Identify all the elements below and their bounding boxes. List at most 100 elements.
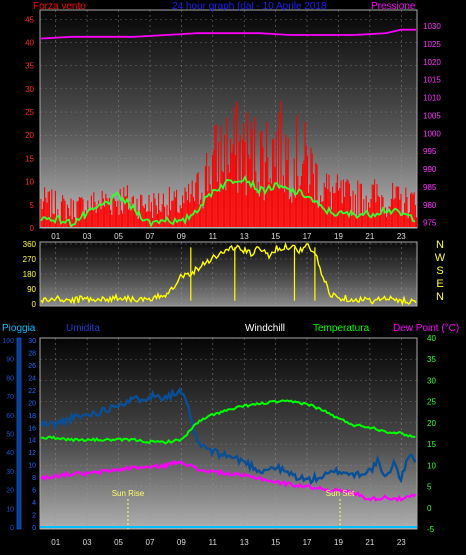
- temp-y-tick: 5: [427, 483, 432, 492]
- avg-wind-line: [40, 175, 416, 229]
- humidity-y-tick: 50: [6, 432, 14, 439]
- wind-x-tick: 23: [397, 232, 406, 241]
- temp-y-tick: 15: [427, 440, 436, 449]
- temp-y-tick: 25: [427, 398, 436, 407]
- wind-x-tick: 21: [365, 232, 374, 241]
- humidity-y-tick: 90: [6, 357, 14, 364]
- wind-y-tick: 40: [25, 38, 34, 47]
- rain-y-tick: 2: [32, 513, 36, 520]
- wind-x-tick: 05: [114, 232, 123, 241]
- wind-y-tick: 5: [30, 201, 35, 210]
- temp-y-tick: 30: [427, 376, 436, 385]
- pressure-y-tick: 1000: [423, 129, 441, 138]
- wind-x-tick: 07: [146, 232, 155, 241]
- rain-y-tick: 12: [28, 450, 36, 457]
- compass-letter-n: N: [436, 291, 444, 303]
- rain-gauge-bar: [16, 337, 22, 530]
- sun-marker-label: Sun Set: [326, 489, 355, 498]
- pressure-y-tick: 1010: [423, 94, 441, 103]
- pressure-y-tick: 1020: [423, 58, 441, 67]
- wind-x-tick: 09: [177, 232, 186, 241]
- pressure-y-tick: 985: [423, 183, 437, 192]
- humidity-y-tick: 30: [6, 469, 14, 476]
- rain-y-tick: 30: [28, 338, 36, 345]
- temperature-label: Temperatura: [313, 323, 370, 334]
- rain-y-tick: 24: [28, 375, 36, 382]
- temp-x-tick: 01: [51, 538, 60, 547]
- direction-y-tick: 90: [27, 285, 36, 294]
- wind-y-tick: 15: [25, 154, 34, 163]
- dew-point-label: Dew Point (°C): [393, 323, 459, 334]
- pressure-line: [40, 28, 416, 40]
- pressure-y-tick: 1030: [423, 22, 441, 31]
- pressure-axis-title: Pressione: [371, 1, 416, 12]
- temp-x-tick: 15: [271, 538, 280, 547]
- wind-y-tick: 10: [25, 178, 34, 187]
- rain-label: Pioggia: [2, 323, 36, 334]
- direction-y-tick: 270: [23, 255, 37, 264]
- humidity-y-tick: 20: [6, 488, 14, 495]
- wind-y-tick: 25: [25, 108, 34, 117]
- humidity-y-tick: 0: [10, 525, 14, 532]
- wind-x-tick: 13: [240, 232, 249, 241]
- temp-x-tick: 17: [303, 538, 312, 547]
- temp-y-tick: 40: [427, 334, 436, 343]
- direction-y-tick: 180: [23, 270, 37, 279]
- rain-y-tick: 6: [32, 488, 36, 495]
- windchill-label: Windchill: [245, 323, 285, 334]
- temp-y-tick: -5: [427, 525, 435, 534]
- rain-y-tick: 14: [28, 438, 36, 445]
- rain-y-tick: 10: [28, 463, 36, 470]
- wind-axis-title: Forza vento: [33, 1, 86, 12]
- wind-y-tick: 30: [25, 85, 34, 94]
- wind-x-tick: 19: [334, 232, 343, 241]
- direction-panel-bg: [39, 241, 418, 307]
- wind-x-tick: 01: [51, 232, 60, 241]
- wind-direction-line: [40, 241, 417, 307]
- pressure-y-tick: 1025: [423, 40, 441, 49]
- wind-x-tick: 17: [303, 232, 312, 241]
- rain-y-tick: 16: [28, 425, 36, 432]
- humidity-y-tick: 40: [6, 450, 14, 457]
- wind-x-tick: 15: [271, 232, 280, 241]
- pressure-y-tick: 995: [423, 147, 437, 156]
- temp-x-tick: 11: [209, 538, 218, 547]
- pressure-y-tick: 1005: [423, 111, 441, 120]
- humidity-y-tick: 60: [6, 413, 14, 420]
- direction-y-tick: 360: [23, 240, 37, 249]
- chart-marks: [40, 28, 418, 529]
- sun-marker-label: Sun Rise: [112, 489, 145, 498]
- temp-y-tick: 20: [427, 419, 436, 428]
- temp-y-tick: 35: [427, 355, 436, 364]
- wind-x-tick: 11: [209, 232, 218, 241]
- pressure-y-tick: 990: [423, 165, 437, 174]
- direction-y-tick: 0: [32, 300, 37, 309]
- temperature-line: [40, 399, 416, 445]
- temp-y-tick: 0: [427, 504, 432, 513]
- humidity-line: [40, 387, 417, 485]
- compass-letter-n: N: [436, 239, 444, 251]
- rain-y-tick: 18: [28, 413, 36, 420]
- temp-y-tick: 10: [427, 461, 436, 470]
- rain-y-tick: 4: [32, 500, 36, 507]
- pressure-y-tick: 980: [423, 201, 437, 210]
- humidity-y-tick: 80: [6, 375, 14, 382]
- wind-y-tick: 0: [30, 224, 35, 233]
- temp-panel-bg: [39, 337, 418, 530]
- wind-y-tick: 35: [25, 62, 34, 71]
- compass-letter-s: S: [436, 265, 443, 277]
- humidity-label: Umidita: [66, 323, 100, 334]
- compass-letter-w: W: [435, 252, 446, 264]
- rain-y-tick: 0: [32, 525, 36, 532]
- wind-x-tick: 03: [83, 232, 92, 241]
- temp-x-tick: 09: [177, 538, 186, 547]
- temp-x-tick: 19: [334, 538, 343, 547]
- humidity-y-tick: 70: [6, 394, 14, 401]
- humidity-y-tick: 10: [6, 506, 14, 513]
- pressure-y-tick: 1015: [423, 76, 441, 85]
- pressure-y-tick: 975: [423, 219, 437, 228]
- wind-y-tick: 45: [25, 15, 34, 24]
- rain-y-tick: 8: [32, 475, 36, 482]
- temp-x-tick: 03: [83, 538, 92, 547]
